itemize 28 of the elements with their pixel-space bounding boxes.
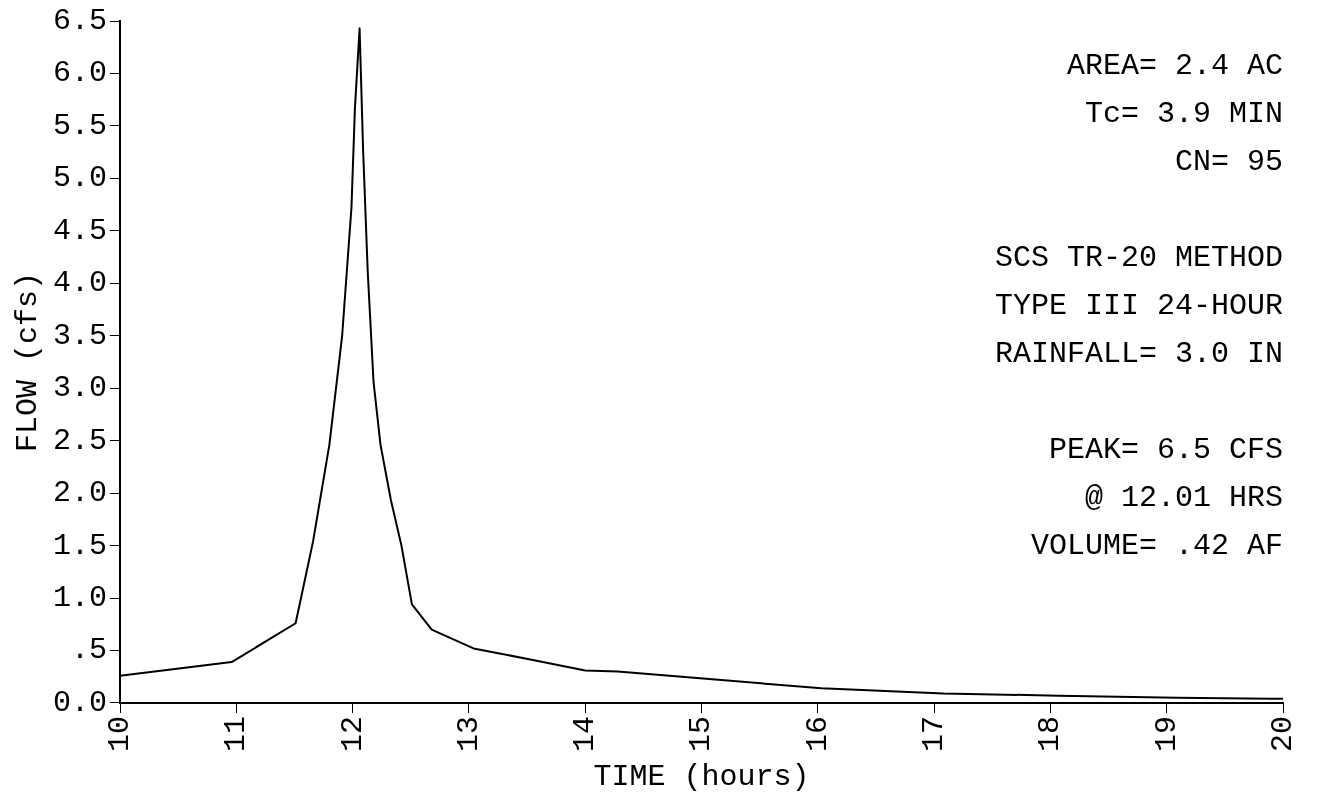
annotation: SCS TR-20 METHOD TYPE III 24-HOUR RAINFALL= 3.0 IN <box>994 240 1283 371</box>
y-tick-label: 1.5 <box>52 528 108 563</box>
x-tick-label: 11 <box>219 715 254 753</box>
x-tick-label: 15 <box>684 715 719 753</box>
y-tick-label: 2.5 <box>52 423 108 458</box>
y-tick-label: 5.0 <box>52 161 108 196</box>
y-tick-label: 4.0 <box>52 266 108 301</box>
y-tick-label: 2.0 <box>52 476 108 511</box>
annotation: AREA= 2.4 AC Tc= 3.9 MIN CN= 95 <box>1066 48 1283 179</box>
x-tick-label: 19 <box>1149 715 1184 753</box>
y-tick-label: 6.5 <box>52 3 108 38</box>
x-tick-label: 13 <box>451 715 486 753</box>
y-tick-label: 6.0 <box>52 56 108 91</box>
x-tick-label: 16 <box>800 715 835 753</box>
y-tick-label: 3.5 <box>52 318 108 353</box>
x-tick-label: 20 <box>1265 715 1300 753</box>
y-tick-label: 1.0 <box>52 581 108 616</box>
y-axis-title: FLOW (cfs) <box>10 271 45 453</box>
y-tick-label: 3.0 <box>52 371 108 406</box>
x-tick-label: 18 <box>1033 715 1068 753</box>
x-tick-label: 17 <box>917 715 952 753</box>
annotation: PEAK= 6.5 CFS @ 12.01 HRS VOLUME= .42 AF <box>1030 432 1283 563</box>
y-tick-label: 5.5 <box>52 108 108 143</box>
x-tick-label: 12 <box>335 715 370 753</box>
x-tick-label: 14 <box>568 715 603 753</box>
y-tick-label: .5 <box>70 633 108 668</box>
y-tick-label: 4.5 <box>52 213 108 248</box>
x-axis-title: TIME (hours) <box>593 759 810 794</box>
